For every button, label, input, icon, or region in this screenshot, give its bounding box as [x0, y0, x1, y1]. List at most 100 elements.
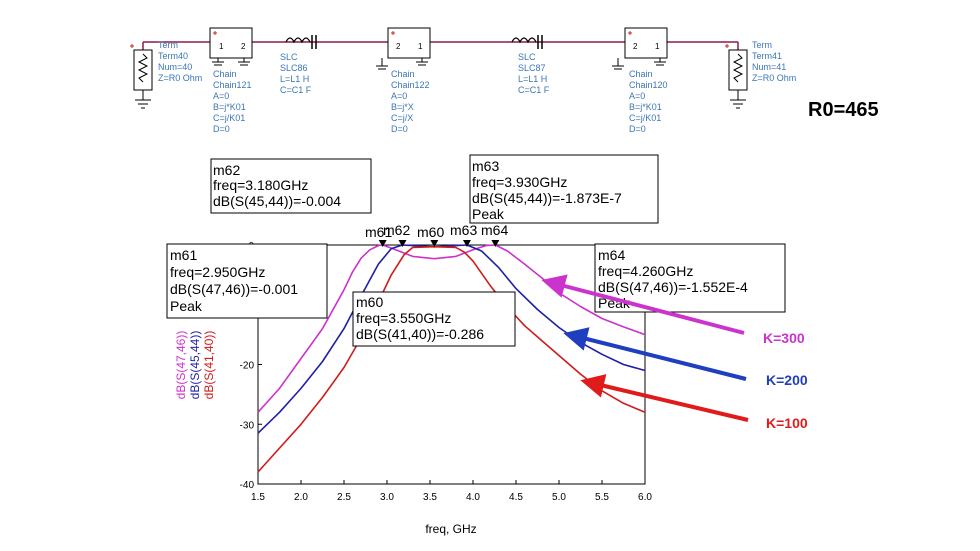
term-right-line-0: Term: [752, 40, 772, 50]
x-tick-label: 6.0: [638, 492, 652, 503]
series-line-2[interactable]: [257, 245, 646, 473]
marker-box-m62[interactable]: m62 freq=3.180GHz dB(S(45,44))=-0.004: [210, 158, 372, 214]
slc-left-line-1: SLC86: [280, 63, 308, 73]
chain-left-line-5: D=0: [213, 124, 230, 134]
term-right-line-2: Num=41: [752, 62, 786, 72]
slc-right-inductor-capacitor[interactable]: [511, 35, 543, 49]
marker-row-label-m63: m63: [450, 222, 477, 238]
x-tick-label: 2.0: [294, 492, 308, 503]
chain-left-port-2: 2: [241, 42, 246, 51]
y-axis-label-s4140: dB(S(41,40)): [202, 331, 216, 400]
marker-m60-line-0: m60: [356, 294, 383, 310]
marker-m64-line-1: freq=4.260GHz: [598, 263, 693, 279]
term-left-line-1: Term40: [158, 51, 188, 61]
chain-mid-port-1: 1: [418, 42, 423, 51]
y-tick-label: -40: [240, 480, 255, 491]
chain-left-port-1: 1: [219, 42, 224, 51]
marker-m63-line-1: freq=3.930GHz: [472, 174, 567, 190]
slc-left-line-0: SLC: [280, 52, 298, 62]
marker-triangle-m63[interactable]: [462, 240, 471, 247]
chain-right-line-2: A=0: [629, 91, 645, 101]
chain-left[interactable]: [209, 27, 253, 66]
chain-mid-line-1: Chain122: [391, 80, 430, 90]
arrow-k200: [563, 327, 747, 381]
chain-left-line-2: A=0: [213, 91, 229, 101]
marker-m62-line-1: freq=3.180GHz: [213, 177, 308, 193]
chain-mid[interactable]: [376, 27, 431, 70]
arrow-k300: [541, 274, 745, 335]
term-right-line-1: Term41: [752, 51, 782, 61]
k-label-200: K=200: [766, 372, 808, 388]
term-left[interactable]: [130, 42, 153, 109]
marker-box-m61[interactable]: m61 freq=2.950GHz dB(S(47,46))=-0.001 Pe…: [166, 243, 328, 319]
marker-row-label-m62: m62: [383, 222, 410, 238]
marker-triangle-m62[interactable]: [398, 240, 407, 247]
k-label-100: K=100: [766, 415, 808, 431]
marker-triangle-m61[interactable]: [378, 240, 387, 247]
marker-m64-line-2: dB(S(47,46))=-1.552E-4: [598, 279, 748, 295]
x-tick-label: 5.0: [552, 492, 566, 503]
x-tick-label: 3.5: [423, 492, 437, 503]
marker-m63-line-3: Peak: [472, 206, 505, 222]
chain-mid-line-4: C=j/X: [391, 113, 413, 123]
marker-m62-line-0: m62: [213, 162, 240, 178]
marker-triangle-m64[interactable]: [491, 240, 500, 247]
chain-mid-line-5: D=0: [391, 124, 408, 134]
schematic: Term Term40 Num=40 Z=R0 Ohm 1 2 Chain Ch…: [130, 27, 796, 134]
chain-left-line-0: Chain: [213, 69, 237, 79]
marker-m60-line-2: dB(S(41,40))=-0.286: [356, 326, 484, 342]
marker-m61-line-1: freq=2.950GHz: [170, 264, 265, 280]
marker-triangle-m60[interactable]: [430, 240, 439, 247]
slc-right-line-3: C=C1 F: [518, 85, 550, 95]
marker-m64-line-0: m64: [598, 247, 625, 263]
x-tick-label: 3.0: [380, 492, 394, 503]
x-tick-label: 4.5: [509, 492, 523, 503]
term-right[interactable]: [725, 42, 748, 109]
marker-row-labels: m61 m62 m60 m63 m64: [365, 222, 508, 240]
marker-row-label-m60: m60: [417, 224, 444, 240]
chain-left-line-3: B=j*K01: [213, 102, 246, 112]
y-axis-label-s4544: dB(S(45,44)): [188, 331, 202, 400]
slc-right-line-1: SLC87: [518, 63, 546, 73]
chain-right-line-1: Chain120: [629, 80, 668, 90]
x-tick-label: 4.0: [466, 492, 480, 503]
marker-box-m63[interactable]: m63 freq=3.930GHz dB(S(45,44))=-1.873E-7…: [469, 154, 659, 224]
slc-left-line-2: L=L1 H: [280, 74, 309, 84]
chain-left-line-4: C=j/K01: [213, 113, 245, 123]
chain-mid-line-3: B=j*X: [391, 102, 414, 112]
slc-right-line-2: L=L1 H: [518, 74, 547, 84]
chain-mid-line-0: Chain: [391, 69, 415, 79]
chain-right-line-3: B=j*K01: [629, 102, 662, 112]
chain-right-line-5: D=0: [629, 124, 646, 134]
chain-right-port-1: 1: [655, 42, 660, 51]
y-tick-label: -20: [240, 361, 255, 372]
marker-triangles: [378, 240, 500, 247]
y-axis-label-s4746: dB(S(47,46)): [174, 331, 188, 400]
chain-mid-line-2: A=0: [391, 91, 407, 101]
marker-m61-line-2: dB(S(47,46))=-0.001: [170, 281, 298, 297]
term-left-line-0: Term: [158, 40, 178, 50]
chain-left-line-1: Chain121: [213, 80, 252, 90]
marker-row-label-m64: m64: [481, 222, 508, 238]
r0-label: R0=465: [808, 99, 879, 121]
marker-m63-line-0: m63: [472, 158, 499, 174]
y-tick-label: -30: [240, 420, 255, 431]
x-tick-labels: 1.5 2.0 2.5 3.0 3.5 4.0 4.5 5.0 5.5 6.0: [251, 480, 652, 503]
x-tick-label: 2.5: [337, 492, 351, 503]
slc-left-inductor-capacitor[interactable]: [285, 35, 317, 49]
marker-m60-line-1: freq=3.550GHz: [356, 310, 451, 326]
chain-right[interactable]: [612, 27, 668, 70]
chain-right-line-0: Chain: [629, 69, 653, 79]
x-tick-label: 5.5: [595, 492, 609, 503]
term-right-line-3: Z=R0 Ohm: [752, 73, 796, 83]
marker-row-label-m61: m61: [365, 224, 392, 240]
arrow-k100: [580, 374, 749, 422]
term-left-line-2: Num=40: [158, 62, 192, 72]
chain-right-port-2: 2: [633, 42, 638, 51]
marker-box-m60[interactable]: m60 freq=3.550GHz dB(S(41,40))=-0.286: [352, 291, 516, 347]
y-axis-labels: dB(S(47,46)) dB(S(45,44)) dB(S(41,40)): [174, 331, 216, 400]
x-tick-label: 1.5: [251, 492, 265, 503]
x-axis-label: freq, GHz: [425, 522, 476, 536]
marker-m62-line-2: dB(S(45,44))=-0.004: [213, 193, 341, 209]
